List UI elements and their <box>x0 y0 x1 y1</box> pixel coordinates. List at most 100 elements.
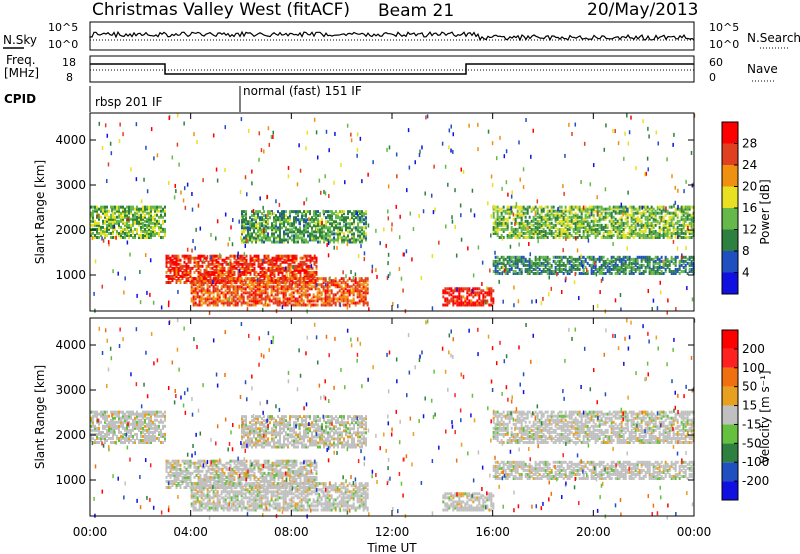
power-cell <box>620 261 623 265</box>
power-cell <box>582 255 585 259</box>
velocity-cell <box>90 432 92 436</box>
power-cell <box>452 299 455 303</box>
power-cell <box>340 285 343 289</box>
power-cell <box>303 224 305 228</box>
power-cell <box>330 279 333 283</box>
power-cell <box>120 219 122 223</box>
power-cell <box>676 229 679 233</box>
power-cell <box>244 243 247 248</box>
power-cell <box>564 209 567 213</box>
power-cell <box>586 261 589 265</box>
power-cell <box>190 285 193 289</box>
power-cell <box>548 227 551 231</box>
power-cell <box>177 254 180 258</box>
velocity-cell <box>90 436 92 440</box>
power-cell <box>358 293 361 297</box>
power-cell <box>303 240 305 244</box>
power-cell <box>210 255 213 260</box>
power-cell <box>192 289 195 293</box>
power-cell <box>414 160 416 165</box>
power-cell <box>578 225 581 229</box>
power-cell <box>590 205 593 209</box>
freq-label-1: Freq. <box>6 53 36 67</box>
power-cell <box>245 220 247 224</box>
power-cell <box>320 299 323 303</box>
power-cell <box>239 274 242 278</box>
power-cell <box>636 257 639 261</box>
power-cell <box>269 212 271 216</box>
power-cell <box>261 212 263 216</box>
power-cell <box>253 238 255 242</box>
power-cell <box>578 221 581 225</box>
power-cell <box>311 218 313 222</box>
power-cell <box>274 297 277 301</box>
power-cell <box>552 272 555 275</box>
power-cell <box>682 269 685 273</box>
power-cell <box>556 267 559 271</box>
power-cell <box>344 285 347 289</box>
power-cell <box>259 232 261 236</box>
power-cell <box>658 263 661 267</box>
power-cell <box>297 230 299 234</box>
power-cell <box>296 289 299 293</box>
power-cell <box>208 310 211 315</box>
power-cell <box>196 291 199 295</box>
power-cell <box>612 209 615 213</box>
power-cell <box>316 299 319 303</box>
power-cell <box>522 231 525 235</box>
power-cell <box>484 300 487 305</box>
power-cell <box>361 220 363 224</box>
power-cell <box>329 228 331 232</box>
power-cell <box>207 278 210 282</box>
power-cell <box>228 289 231 293</box>
power-cell <box>260 301 263 305</box>
power-cell <box>518 267 521 271</box>
power-cell <box>552 209 555 213</box>
power-cell <box>510 263 513 267</box>
power-cell <box>247 236 249 240</box>
power-cell <box>618 223 621 227</box>
power-cell <box>560 255 563 259</box>
power-cell <box>674 221 677 225</box>
power-cell <box>542 233 545 237</box>
power-cell <box>678 209 681 213</box>
power-cell <box>670 255 673 259</box>
power-cell <box>644 265 647 269</box>
power-cell <box>253 212 255 216</box>
power-cell <box>299 272 302 276</box>
power-cell <box>236 279 239 283</box>
power-cell <box>246 301 249 305</box>
power-cell <box>252 301 255 305</box>
power-cell <box>234 303 237 307</box>
power-cell <box>518 259 521 263</box>
power-cell <box>258 279 261 283</box>
power-cell <box>305 258 308 262</box>
power-cell <box>602 267 605 271</box>
power-cell <box>510 225 513 229</box>
power-cell <box>458 289 461 293</box>
power-cell <box>546 219 549 223</box>
power-cell <box>652 259 655 263</box>
power-cell <box>503 268 506 273</box>
power-cell <box>566 236 569 239</box>
power-cell <box>614 229 617 233</box>
power-cell <box>334 283 337 287</box>
power-cell <box>130 217 132 221</box>
power-cell <box>331 216 333 221</box>
power-cell <box>520 257 523 261</box>
power-cell <box>259 222 261 226</box>
power-cell <box>640 223 643 227</box>
power-cell <box>562 209 565 213</box>
power-cell <box>271 268 274 272</box>
power-cell <box>234 287 237 291</box>
power-cell <box>310 287 313 291</box>
power-cell <box>254 285 257 289</box>
power-cell <box>287 222 289 226</box>
power-cell <box>202 283 205 287</box>
power-cell <box>385 243 387 248</box>
power-cell <box>628 229 631 233</box>
power-cell <box>364 279 367 283</box>
power-cell <box>600 272 603 275</box>
power-cell <box>470 291 473 295</box>
power-cell <box>684 207 687 211</box>
